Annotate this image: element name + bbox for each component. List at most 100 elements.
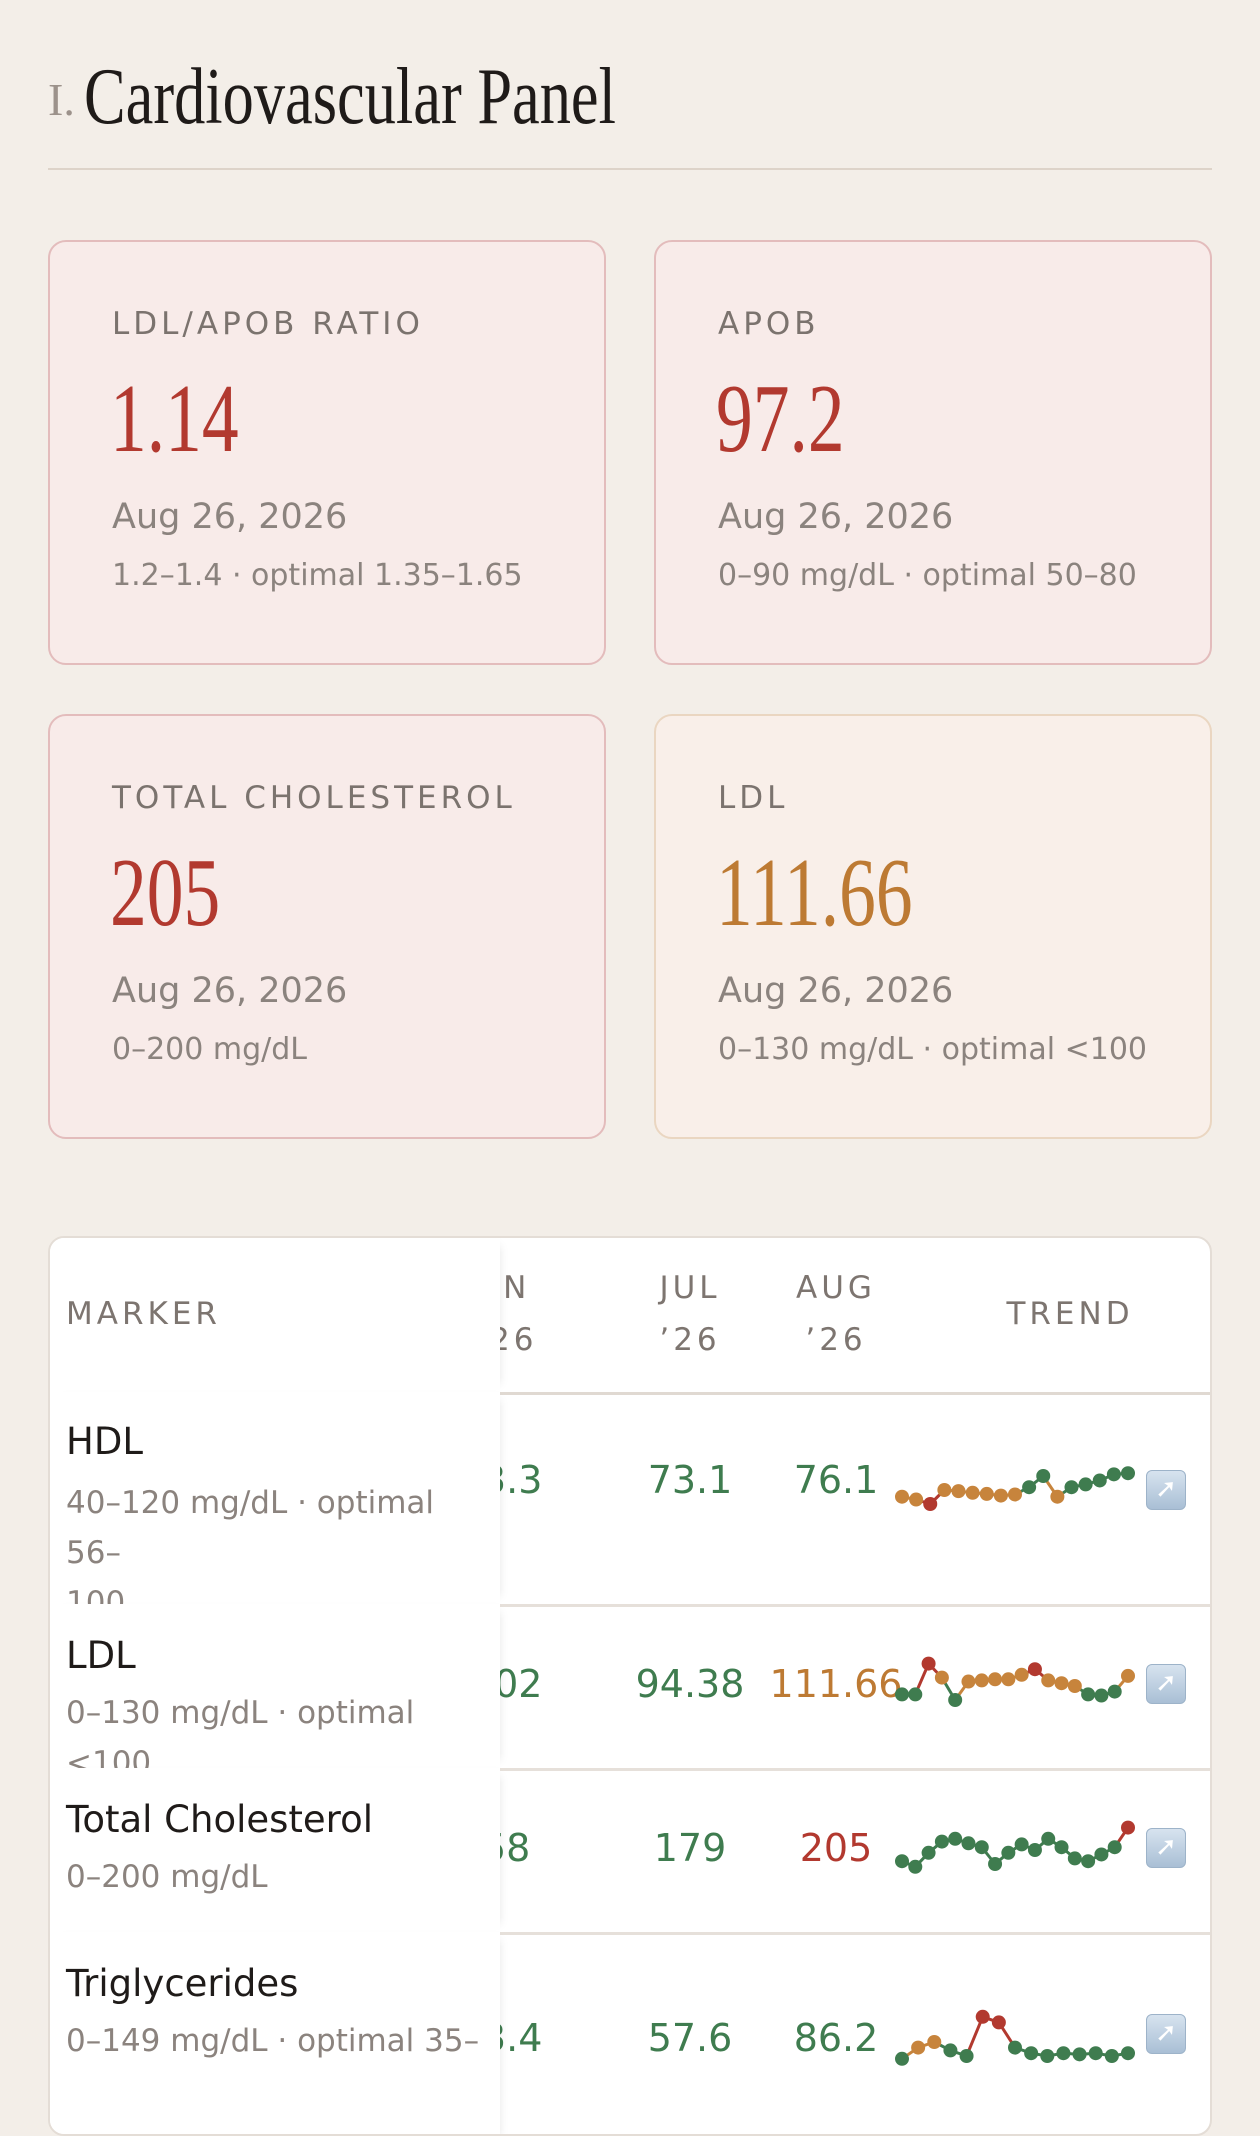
- sparkline-point: [961, 1674, 976, 1689]
- sparkline-point: [1001, 1672, 1016, 1687]
- card-value: 97.2: [716, 365, 845, 473]
- trend-sparkline: [895, 1820, 1135, 1874]
- card-date: Aug 26, 2026: [718, 971, 954, 1011]
- sparkline-point: [1001, 1845, 1016, 1860]
- card-date: Aug 26, 2026: [718, 497, 954, 537]
- sparkline-point: [988, 1857, 1003, 1871]
- marker-name: HDL: [66, 1420, 143, 1463]
- sparkline-point: [1107, 1684, 1122, 1699]
- sparkline-point: [1067, 1679, 1082, 1693]
- sparkline-point: [961, 1836, 976, 1851]
- markers-table: JN 26 JUL ’26 AUG ’26 TREND MARKER 3.3 7…: [48, 1236, 1212, 2136]
- card-label: LDL: [718, 780, 789, 816]
- sparkline-point: [1121, 1466, 1135, 1481]
- card-label: TOTAL CHOLESTEROL: [112, 780, 516, 816]
- sparkline-point: [934, 1834, 949, 1849]
- sparkline-point: [923, 1497, 938, 1511]
- external-link-icon[interactable]: ➚: [1146, 1470, 1186, 1510]
- metric-card-apob[interactable]: APOB 97.2 Aug 26, 2026 0–90 mg/dL · opti…: [654, 240, 1212, 665]
- sparkline-point: [895, 1489, 909, 1504]
- value-jul: 179: [653, 1826, 727, 1870]
- metric-card-ldl[interactable]: LDL 111.66 Aug 26, 2026 0–130 mg/dL · op…: [654, 714, 1212, 1139]
- marker-name: Total Cholesterol: [66, 1798, 374, 1841]
- sparkline-point: [1088, 2046, 1103, 2061]
- sparkline-point: [975, 2009, 990, 2024]
- sparkline-point: [1104, 2049, 1119, 2063]
- sparkline-point: [1081, 1854, 1096, 1869]
- metric-card-ldl-apob-ratio[interactable]: LDL/APOB RATIO 1.14 Aug 26, 2026 1.2–1.4…: [48, 240, 606, 665]
- sparkline-point: [1081, 1687, 1096, 1702]
- card-label: APOB: [718, 306, 820, 342]
- sparkline-point: [948, 1831, 963, 1846]
- col-header-jul-line1: JUL: [659, 1270, 721, 1306]
- marker-range: 0–200 mg/dL: [66, 1859, 268, 1895]
- sparkline-point: [979, 1486, 994, 1501]
- sparkline-point: [991, 2015, 1006, 2030]
- value-aug: 111.66: [769, 1662, 903, 1706]
- table-row[interactable]: .02 94.38 111.66 ➚ LDL 0–130 mg/dL · opt…: [50, 1604, 1210, 1781]
- external-link-icon[interactable]: ➚: [1146, 2014, 1186, 2054]
- table-row[interactable]: 3.3 73.1 76.1 ➚ HDL 40–120 mg/dL · optim…: [50, 1392, 1210, 1621]
- sparkline-point: [1078, 1477, 1093, 1492]
- sparkline-point: [1027, 1843, 1042, 1857]
- sparkline-point: [1064, 1480, 1079, 1495]
- card-label: LDL/APOB RATIO: [112, 306, 424, 342]
- sparkline-point: [1014, 1837, 1029, 1852]
- sticky-marker-cell: Triglycerides 0–149 mg/dL · optimal 35–: [50, 1932, 500, 2134]
- sparkline-point: [895, 1854, 909, 1869]
- sparkline-point: [974, 1840, 989, 1855]
- sparkline-point: [927, 2035, 942, 2049]
- col-header-jun-line1: JN: [490, 1270, 531, 1306]
- card-value: 1.14: [110, 365, 239, 473]
- table-row[interactable]: 58 179 205 ➚ Total Cholesterol 0–200 mg/…: [50, 1768, 1210, 1935]
- sparkline-point: [1094, 1688, 1109, 1703]
- trend-sparkline: [895, 2009, 1135, 2066]
- page-title: Cardiovascular Panel: [84, 53, 616, 141]
- sparkline-segment: [965, 2016, 985, 2057]
- sparkline-point: [993, 1488, 1008, 1503]
- external-link-icon[interactable]: ➚: [1146, 1664, 1186, 1704]
- sparkline-point: [1107, 1840, 1122, 1855]
- value-aug: 205: [799, 1826, 873, 1870]
- value-aug: 76.1: [793, 1458, 879, 1502]
- sparkline-point: [1040, 2049, 1055, 2063]
- col-header-aug-line1: AUG: [796, 1270, 876, 1306]
- sparkline-point: [908, 1687, 923, 1702]
- marker-range: 40–120 mg/dL · optimal 56– 100: [66, 1485, 435, 1621]
- table-row[interactable]: 3.4 57.6 86.2 ➚ Triglycerides 0–149 mg/d…: [50, 1932, 1210, 2134]
- sparkline-point: [1121, 2046, 1135, 2061]
- sparkline-point: [988, 1672, 1003, 1687]
- value-jul: 57.6: [647, 2016, 733, 2060]
- sparkline-point: [937, 1483, 952, 1497]
- trend-sparkline: [895, 1656, 1135, 1707]
- sparkline-point: [1072, 2047, 1087, 2062]
- sparkline-point: [1121, 1820, 1135, 1835]
- value-jul: 73.1: [647, 1458, 733, 1502]
- sparkline-point: [895, 2051, 909, 2066]
- sparkline-point: [1022, 1480, 1037, 1495]
- external-link-icon[interactable]: ➚: [1146, 1828, 1186, 1868]
- card-range: 0–130 mg/dL · optimal <100: [718, 1032, 1147, 1067]
- sticky-marker-cell: LDL 0–130 mg/dL · optimal <100: [50, 1604, 500, 1781]
- sparkline-point: [1008, 1487, 1022, 1502]
- card-date: Aug 26, 2026: [112, 971, 348, 1011]
- section-header: I. Cardiovascular Panel: [48, 30, 1212, 170]
- sparkline-point: [1092, 1473, 1107, 1488]
- sparkline-point: [959, 2049, 974, 2063]
- sparkline-point: [1056, 2046, 1071, 2061]
- sticky-marker-header: MARKER: [50, 1238, 500, 1392]
- sparkline-point: [1121, 1668, 1135, 1683]
- section-numeral: I.: [48, 74, 75, 125]
- sticky-marker-cell: HDL 40–120 mg/dL · optimal 56– 100: [50, 1392, 500, 1621]
- sparkline-point: [1094, 1847, 1109, 1862]
- metric-card-total-cholesterol[interactable]: TOTAL CHOLESTEROL 205 Aug 26, 2026 0–200…: [48, 714, 606, 1139]
- card-range: 0–200 mg/dL: [112, 1032, 308, 1067]
- sparkline-point: [951, 1484, 966, 1499]
- col-header-marker: MARKER: [66, 1296, 221, 1332]
- sparkline-point: [1027, 1662, 1042, 1677]
- sparkline-point: [1050, 1489, 1065, 1504]
- value-aug: 86.2: [793, 2016, 879, 2060]
- card-range: 1.2–1.4 · optimal 1.35–1.65: [112, 558, 523, 593]
- sparkline-point: [974, 1673, 989, 1688]
- sparkline-point: [1014, 1667, 1029, 1682]
